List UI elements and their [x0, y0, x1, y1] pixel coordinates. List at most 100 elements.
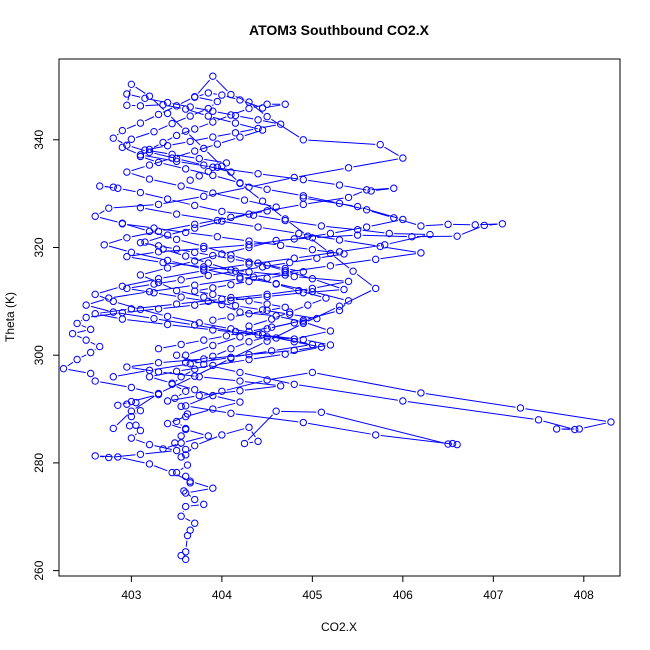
data-point: [227, 409, 235, 418]
series-segment: [335, 259, 371, 266]
data-point: [150, 314, 158, 323]
data-point: [227, 296, 235, 304]
data-point: [132, 398, 140, 407]
series-segment: [394, 233, 425, 235]
series-segment: [194, 110, 204, 115]
series-segment: [127, 319, 163, 325]
data-point: [136, 151, 145, 159]
series-segment: [249, 441, 254, 444]
data-point: [317, 408, 326, 416]
series-segment: [311, 238, 327, 251]
data-point: [181, 127, 190, 135]
data-point: [299, 268, 308, 276]
data-point: [272, 203, 280, 211]
data-point: [154, 389, 163, 398]
data-point: [125, 422, 134, 430]
series-segment: [190, 110, 204, 116]
series-segment: [136, 388, 154, 394]
series-segment: [162, 377, 191, 392]
data-point: [145, 92, 154, 100]
data-point: [213, 233, 222, 241]
series-segment: [290, 347, 317, 354]
series-segment: [131, 284, 150, 289]
data-point: [91, 290, 99, 299]
data-point: [299, 192, 308, 200]
series-segment: [190, 257, 204, 263]
data-point: [209, 118, 217, 126]
series-7: [82, 203, 425, 381]
series-segment: [244, 312, 272, 316]
series-segment: [158, 293, 177, 297]
data-point: [123, 400, 131, 408]
series-segment: [226, 306, 236, 311]
series-9: [123, 90, 285, 184]
series-segment: [317, 372, 417, 393]
data-point: [254, 437, 262, 446]
data-point: [186, 526, 194, 534]
series-segment: [217, 359, 245, 366]
data-point: [448, 439, 457, 448]
data-point: [172, 154, 181, 163]
series-segment: [344, 185, 367, 191]
series-segment: [181, 161, 208, 167]
data-point: [191, 201, 199, 210]
data-point: [263, 185, 271, 194]
data-point: [254, 124, 262, 133]
series-segment: [222, 220, 254, 227]
data-point: [172, 351, 181, 359]
series-segment: [186, 297, 204, 302]
data-point: [258, 263, 267, 271]
series-segment: [243, 186, 259, 199]
series-segment: [113, 204, 154, 209]
series-segment: [117, 140, 123, 144]
series-segment: [153, 465, 168, 472]
data-point: [227, 255, 235, 263]
data-point: [204, 297, 212, 306]
series-segment: [145, 268, 163, 275]
series-segment: [131, 252, 154, 257]
data-point: [227, 90, 235, 99]
data-point: [177, 439, 185, 447]
data-point: [381, 241, 389, 249]
data-point: [154, 200, 163, 209]
data-point: [236, 308, 244, 316]
series-segment: [299, 276, 344, 282]
series-segment: [81, 354, 87, 358]
data-point: [376, 140, 384, 149]
data-point: [326, 341, 335, 349]
series-segment: [199, 221, 218, 228]
series-segment: [213, 301, 231, 306]
series-segment: [145, 208, 172, 214]
series-segment: [344, 245, 380, 252]
data-point: [195, 154, 203, 163]
series-segment: [185, 540, 188, 547]
series-segment: [321, 254, 340, 258]
series-segment: [90, 341, 96, 345]
series-segment: [145, 193, 163, 199]
series-segment: [308, 196, 335, 203]
series-segment: [163, 271, 199, 279]
data-point: [183, 461, 192, 469]
series-segment: [308, 197, 344, 205]
data-point: [213, 97, 222, 106]
series-segment: [185, 518, 191, 522]
data-point: [204, 432, 212, 440]
data-point: [136, 188, 145, 197]
series-segment: [199, 252, 208, 256]
data-point: [322, 294, 330, 302]
data-point: [308, 245, 317, 254]
series-segment: [199, 291, 208, 294]
series-segment: [126, 124, 137, 130]
data-point: [286, 308, 294, 316]
data-point: [172, 468, 181, 477]
series-segment: [154, 159, 168, 165]
data-point: [163, 419, 172, 428]
series-segment: [131, 362, 154, 367]
series-segment: [425, 224, 444, 227]
data-point: [181, 402, 190, 410]
data-point: [444, 440, 452, 448]
data-point: [191, 248, 199, 257]
series-segment: [281, 410, 317, 413]
data-point: [123, 141, 131, 149]
x-tick-label: 408: [574, 588, 594, 602]
